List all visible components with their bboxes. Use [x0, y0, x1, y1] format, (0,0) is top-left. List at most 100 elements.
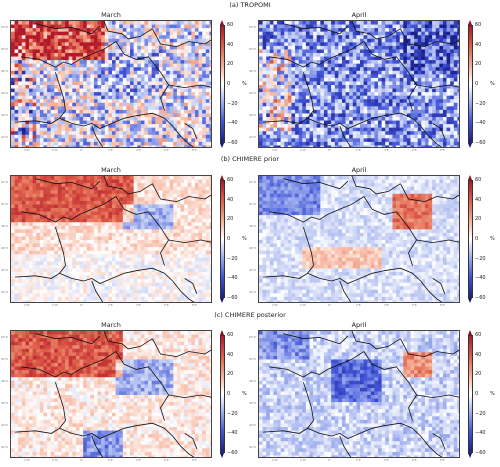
lon-tick-label: 4°E — [384, 149, 389, 152]
panel-title-tropomi-march: March — [101, 11, 121, 19]
lat-tick-label: 44°N — [1, 424, 8, 427]
lon-tick-label: 6°E — [412, 459, 417, 462]
lon-tick-label: 6°E — [164, 149, 169, 152]
lon-tick-label: 4°E — [136, 459, 141, 462]
colorbar-tick-label: −20 — [475, 255, 486, 262]
lat-tick-label: 50°N — [1, 203, 8, 206]
colorbar-extend-top — [468, 175, 472, 180]
colorbar-tick-label: 20 — [475, 61, 482, 68]
colorbar-tick-label: 40 — [227, 196, 234, 203]
lon-tick-label: 6°E — [164, 459, 169, 462]
lat-tick-label: 52°N — [1, 336, 8, 339]
colorbar-tick-label: 0 — [227, 391, 231, 397]
lon-tick-label: 4°E — [384, 459, 389, 462]
colorbar-unit: % — [490, 391, 495, 397]
colorbar-tick-label: 0 — [227, 81, 231, 87]
lat-tick-label: 42°N — [249, 291, 256, 294]
colorbar-tick-label: −20 — [475, 100, 486, 107]
colorbar-tick-label: 20 — [227, 216, 234, 223]
colorbar-tick-label: 60 — [475, 177, 482, 183]
lat-tick-label: 48°N — [1, 70, 8, 73]
lat-tick-label: 44°N — [249, 424, 256, 427]
colorbar-tick-label: −60 — [475, 450, 486, 456]
colorbar-tick-label: −40 — [475, 275, 486, 282]
lon-tick-label: 8°E — [440, 304, 445, 307]
lon-tick-label: 2°W — [52, 459, 58, 462]
colorbar-extend-top — [220, 175, 224, 180]
lon-tick-label: 4°E — [136, 304, 141, 307]
lon-tick-label: 4°W — [24, 304, 30, 307]
lat-tick-label: 50°N — [1, 358, 8, 361]
lon-tick-label: 2°W — [300, 304, 306, 307]
map-prior-april — [258, 175, 460, 303]
lat-tick-label: 46°N — [249, 247, 256, 250]
map-tropomi-april — [258, 20, 460, 148]
row-title-chimere-posterior: (c) CHIMERE posterior — [214, 311, 286, 319]
colorbar-extend-bottom — [468, 298, 472, 303]
colorbar-tick-label: −60 — [475, 140, 486, 146]
colorbar-tick-label: 40 — [475, 41, 482, 48]
lon-tick-label: 2°W — [52, 149, 58, 152]
map-prior-march — [10, 175, 212, 303]
row-title-tropomi: (a) TROPOMI — [229, 1, 271, 9]
colorbar-tick-label: 60 — [475, 22, 482, 28]
lon-tick-label: 0° — [80, 459, 83, 462]
lat-tick-label: 44°N — [249, 269, 256, 272]
lon-tick-label: 2°E — [356, 149, 361, 152]
lon-tick-label: 8°E — [192, 149, 197, 152]
colorbar-tick-label: 60 — [227, 22, 234, 28]
row-title-chimere-prior: (b) CHIMERE prior — [220, 155, 280, 163]
lat-tick-label: 44°N — [1, 269, 8, 272]
lat-tick-label: 52°N — [249, 26, 256, 29]
lon-tick-label: 6°E — [164, 304, 169, 307]
colorbar-extend-bottom — [220, 453, 224, 458]
lat-tick-label: 52°N — [249, 181, 256, 184]
lat-tick-label: 46°N — [1, 92, 8, 95]
colorbar-tick-label: −60 — [227, 450, 238, 456]
lat-tick-label: 46°N — [1, 402, 8, 405]
lat-tick-label: 42°N — [249, 136, 256, 139]
lat-tick-label: 44°N — [249, 114, 256, 117]
colorbar-tick-label: 20 — [227, 61, 234, 68]
lon-tick-label: 2°E — [108, 459, 113, 462]
colorbar-tick-label: 60 — [227, 177, 234, 183]
colorbar-extend-bottom — [468, 453, 472, 458]
panel-title-posterior-april: April — [351, 321, 367, 329]
colorbar-tick-label: −60 — [227, 140, 238, 146]
lon-tick-label: 4°W — [272, 459, 278, 462]
panel-title-posterior-march: March — [101, 321, 121, 329]
colorbar-tick-label: 0 — [227, 236, 231, 242]
lat-tick-label: 42°N — [1, 291, 8, 294]
panel-title-tropomi-april: April — [351, 11, 367, 19]
colorbar-extend-bottom — [468, 143, 472, 148]
colorbar-unit: % — [490, 236, 495, 242]
lat-tick-label: 48°N — [249, 380, 256, 383]
lon-tick-label: 8°E — [440, 149, 445, 152]
colorbar-tick-label: 20 — [475, 371, 482, 378]
lon-tick-label: 4°W — [272, 149, 278, 152]
colorbar — [220, 25, 225, 143]
lat-tick-label: 48°N — [249, 225, 256, 228]
colorbar-tick-label: 40 — [475, 196, 482, 203]
colorbar-tick-label: 0 — [475, 391, 479, 397]
colorbar-extend-top — [468, 20, 472, 25]
lon-tick-label: 4°W — [272, 304, 278, 307]
panel-title-prior-april: April — [351, 166, 367, 174]
colorbar-tick-label: 60 — [227, 332, 234, 338]
colorbar-extend-bottom — [220, 143, 224, 148]
colorbar-unit: % — [490, 81, 495, 87]
colorbar-extend-top — [220, 330, 224, 335]
lon-tick-label: 2°E — [108, 304, 113, 307]
colorbar-tick-label: −40 — [475, 120, 486, 127]
colorbar-tick-label: 40 — [227, 351, 234, 358]
lat-tick-label: 48°N — [1, 380, 8, 383]
lat-tick-label: 46°N — [249, 402, 256, 405]
lon-tick-label: 0° — [80, 304, 83, 307]
colorbar-tick-label: −60 — [475, 295, 486, 301]
lat-tick-label: 50°N — [249, 48, 256, 51]
colorbar-extend-top — [220, 20, 224, 25]
lon-tick-label: 8°E — [440, 459, 445, 462]
colorbar-tick-label: −40 — [227, 120, 238, 127]
colorbar — [220, 335, 225, 453]
lon-tick-label: 0° — [328, 304, 331, 307]
